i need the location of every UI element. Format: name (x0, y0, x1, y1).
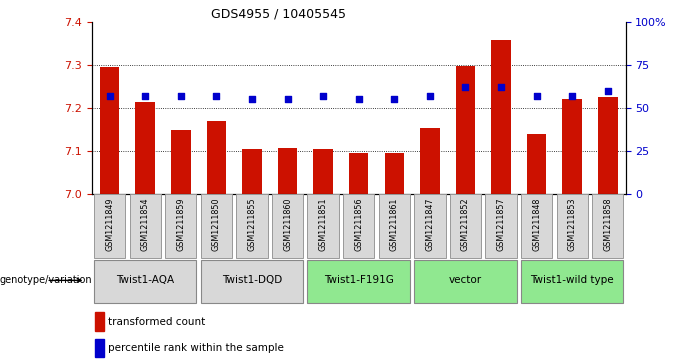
Bar (420, 128, 440, 194)
Bar (277, 148, 297, 194)
FancyBboxPatch shape (343, 194, 375, 258)
FancyBboxPatch shape (414, 260, 517, 303)
Text: GSM1211851: GSM1211851 (319, 197, 328, 251)
Text: GSM1211848: GSM1211848 (532, 197, 541, 251)
Text: GSM1211860: GSM1211860 (283, 197, 292, 251)
FancyBboxPatch shape (307, 260, 410, 303)
FancyBboxPatch shape (129, 194, 161, 258)
Title: GDS4955 / 10405545: GDS4955 / 10405545 (211, 8, 346, 21)
Text: Twist1-DQD: Twist1-DQD (222, 276, 282, 285)
Point (318, 93, 328, 99)
Point (389, 97, 400, 102)
Text: GSM1211854: GSM1211854 (141, 197, 150, 251)
Text: genotype/variation: genotype/variation (0, 276, 92, 285)
Bar (456, 66, 475, 194)
Text: vector: vector (449, 276, 482, 285)
Bar (207, 121, 226, 194)
Point (602, 88, 613, 94)
Text: Twist1-wild type: Twist1-wild type (530, 276, 614, 285)
Text: Twist1-F191G: Twist1-F191G (324, 276, 394, 285)
Text: GSM1211861: GSM1211861 (390, 197, 398, 251)
Text: Twist1-AQA: Twist1-AQA (116, 276, 174, 285)
FancyBboxPatch shape (94, 260, 197, 303)
Bar (171, 130, 190, 194)
Point (282, 97, 293, 102)
Bar (100, 67, 120, 194)
Bar (598, 97, 617, 194)
Text: GSM1211857: GSM1211857 (496, 197, 505, 251)
Point (104, 93, 115, 99)
FancyBboxPatch shape (592, 194, 624, 258)
FancyBboxPatch shape (201, 260, 303, 303)
Point (140, 93, 151, 99)
FancyBboxPatch shape (449, 194, 481, 258)
Point (246, 97, 257, 102)
Bar (349, 153, 369, 194)
FancyBboxPatch shape (521, 194, 552, 258)
Bar (242, 149, 262, 194)
Point (354, 97, 364, 102)
FancyBboxPatch shape (307, 194, 339, 258)
Bar (491, 40, 511, 194)
FancyBboxPatch shape (414, 194, 445, 258)
Text: GSM1211852: GSM1211852 (461, 197, 470, 251)
FancyBboxPatch shape (94, 194, 125, 258)
Point (175, 93, 186, 99)
Point (211, 93, 222, 99)
Text: GSM1211856: GSM1211856 (354, 197, 363, 251)
Text: GSM1211855: GSM1211855 (248, 197, 256, 251)
FancyBboxPatch shape (379, 194, 410, 258)
Text: transformed count: transformed count (108, 317, 205, 327)
Bar (313, 149, 333, 194)
FancyBboxPatch shape (236, 194, 268, 258)
Bar (95, 339, 103, 357)
FancyBboxPatch shape (556, 194, 588, 258)
FancyBboxPatch shape (165, 194, 197, 258)
Text: GSM1211859: GSM1211859 (176, 197, 185, 251)
Point (531, 93, 542, 99)
Point (460, 85, 471, 90)
Bar (527, 134, 547, 194)
Bar (135, 102, 155, 194)
Text: GSM1211847: GSM1211847 (426, 197, 435, 251)
Text: GSM1211858: GSM1211858 (603, 197, 612, 251)
FancyBboxPatch shape (486, 194, 517, 258)
Bar (95, 312, 103, 331)
Text: percentile rank within the sample: percentile rank within the sample (108, 343, 284, 353)
FancyBboxPatch shape (201, 194, 232, 258)
FancyBboxPatch shape (521, 260, 624, 303)
Bar (562, 98, 582, 194)
Bar (384, 153, 404, 194)
Point (424, 93, 435, 99)
Text: GSM1211849: GSM1211849 (105, 197, 114, 251)
FancyBboxPatch shape (272, 194, 303, 258)
Point (496, 85, 507, 90)
Point (567, 93, 578, 99)
Text: GSM1211853: GSM1211853 (568, 197, 577, 251)
Text: GSM1211850: GSM1211850 (212, 197, 221, 251)
